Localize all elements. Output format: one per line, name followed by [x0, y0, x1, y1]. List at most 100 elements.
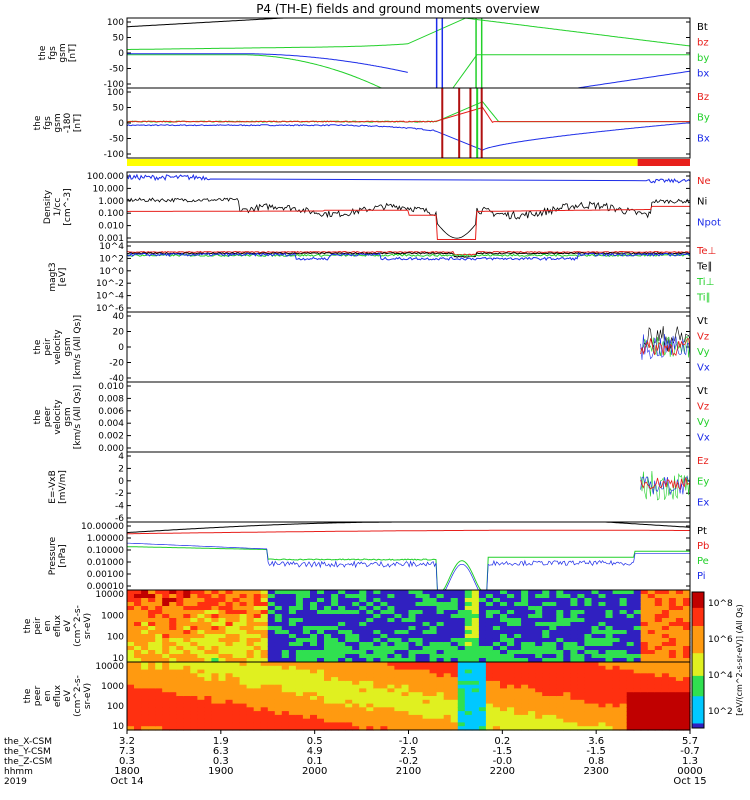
spectrogram-cell	[169, 688, 177, 693]
spectrogram-cell	[366, 692, 374, 697]
spectrogram-cell	[260, 622, 269, 627]
spectrogram-cell	[204, 722, 212, 727]
spectrogram-cell	[218, 662, 227, 667]
spectrogram-cell	[274, 684, 283, 690]
spectrogram-cell	[605, 614, 614, 619]
spectrogram-cell	[654, 699, 663, 705]
spectrogram-cell	[471, 684, 480, 690]
spectrogram-cell	[549, 610, 557, 615]
spectrogram-cell	[274, 622, 283, 627]
spectrogram-cell	[654, 658, 663, 663]
spectrogram-cell	[239, 594, 248, 599]
spectrogram-cell	[626, 650, 635, 655]
spectrogram-cell	[204, 614, 212, 619]
spectrogram-cell	[633, 722, 642, 727]
spectrogram-cell	[478, 650, 487, 655]
spectrogram-cell	[647, 654, 656, 659]
spectrogram-cell	[429, 630, 438, 635]
spectrogram-cell	[436, 726, 445, 731]
spectrogram-cell	[204, 602, 212, 607]
spectrogram-cell	[387, 707, 395, 712]
spectrogram-cell	[127, 677, 135, 682]
spectrogram-cell	[127, 634, 135, 639]
spectrogram-cell	[359, 707, 367, 712]
spectrogram-cell	[169, 699, 177, 705]
spectrogram-cell	[232, 680, 241, 686]
spectrogram-cell	[197, 654, 205, 659]
panel-pressure-ylabel-line: [nPa]	[58, 544, 68, 567]
spectrogram-cell	[338, 594, 346, 599]
spectrogram-cell	[281, 696, 290, 701]
spectrogram-cell	[359, 622, 367, 627]
spectrogram-cell	[485, 726, 494, 731]
spectrogram-cell	[415, 677, 424, 682]
spectrogram-cell	[485, 711, 494, 716]
spectrogram-cell	[380, 696, 388, 701]
spectrogram-cell	[141, 665, 149, 671]
spectrogram-cell	[633, 684, 642, 690]
spectrogram-cell	[556, 669, 564, 674]
x-axis-labels: the_X-CSMthe_Y-CSMthe_Z-CSMhhmm20193.27.…	[4, 730, 707, 787]
spectrogram-cell	[661, 665, 670, 671]
spectrogram-cell	[387, 677, 395, 682]
spectrogram-cell	[401, 680, 410, 686]
spectrogram-cell	[563, 602, 571, 607]
spectrogram-cell	[401, 718, 410, 724]
spectrogram-cell	[148, 654, 156, 659]
spectrogram-cell	[211, 642, 219, 647]
spectrogram-cell	[176, 688, 184, 693]
series-bx	[127, 53, 408, 73]
spectrogram-cell	[331, 711, 339, 716]
spectrogram-cell	[626, 696, 635, 701]
spectrogram-cell	[577, 714, 585, 720]
spectrogram-cell	[443, 726, 452, 731]
spectrogram-cell	[246, 638, 255, 643]
spectrogram-cell	[380, 598, 388, 603]
spectrogram-cell	[302, 622, 311, 627]
spectrogram-cell	[549, 703, 557, 708]
spectrogram-cell	[141, 650, 149, 655]
spectrogram-cell	[668, 726, 677, 731]
spectrogram-cell	[197, 714, 205, 720]
panel-peir-ylabel-line: gsm	[63, 337, 73, 356]
spectrogram-cell	[176, 602, 184, 607]
spectrogram-cell	[584, 630, 592, 635]
spectrogram-cell	[394, 722, 402, 727]
spectrogram-cell	[225, 684, 234, 690]
spectrogram-cell	[324, 594, 332, 599]
spectrogram-cell	[471, 718, 480, 724]
spectrogram-cell	[317, 669, 325, 674]
spectrogram-cell	[464, 677, 473, 682]
spectrogram-cell	[345, 622, 353, 627]
spectrogram-cell	[366, 673, 374, 678]
colorbar-cell	[692, 657, 704, 661]
spectrogram-cell	[591, 626, 600, 631]
spectrogram-cell	[535, 703, 543, 708]
spectrogram-cell	[352, 622, 360, 627]
spectrogram-cell	[661, 594, 670, 599]
spectrogram-cell	[394, 646, 402, 651]
spectrogram-cell	[281, 714, 290, 720]
spectrogram-cell	[626, 714, 635, 720]
spectrogram-cell	[584, 594, 592, 599]
spectrogram-cell	[197, 703, 205, 708]
spectrogram-cell	[675, 642, 684, 647]
spectrogram-cell	[500, 669, 508, 674]
spectrogram-cell	[654, 646, 663, 651]
spectrogram-cell	[612, 707, 621, 712]
spectrogram-cell	[436, 722, 445, 727]
panel-peir-ytick: 20	[113, 328, 125, 338]
spectrogram-cell	[464, 688, 473, 693]
spectrogram-cell	[683, 696, 691, 701]
spectrogram-cell	[183, 614, 191, 619]
spectrogram-cell	[267, 677, 276, 682]
spectrogram-cell	[190, 722, 198, 727]
spectrogram-cell	[225, 688, 234, 693]
spectrogram-cell	[295, 626, 304, 631]
spectrogram-cell	[492, 646, 501, 651]
spectrogram-cell	[612, 680, 621, 686]
spectrogram-cell	[422, 646, 431, 651]
spectrogram-cell	[647, 650, 656, 655]
spectrogram-cell	[450, 658, 459, 663]
spectrogram-cell	[288, 714, 297, 720]
